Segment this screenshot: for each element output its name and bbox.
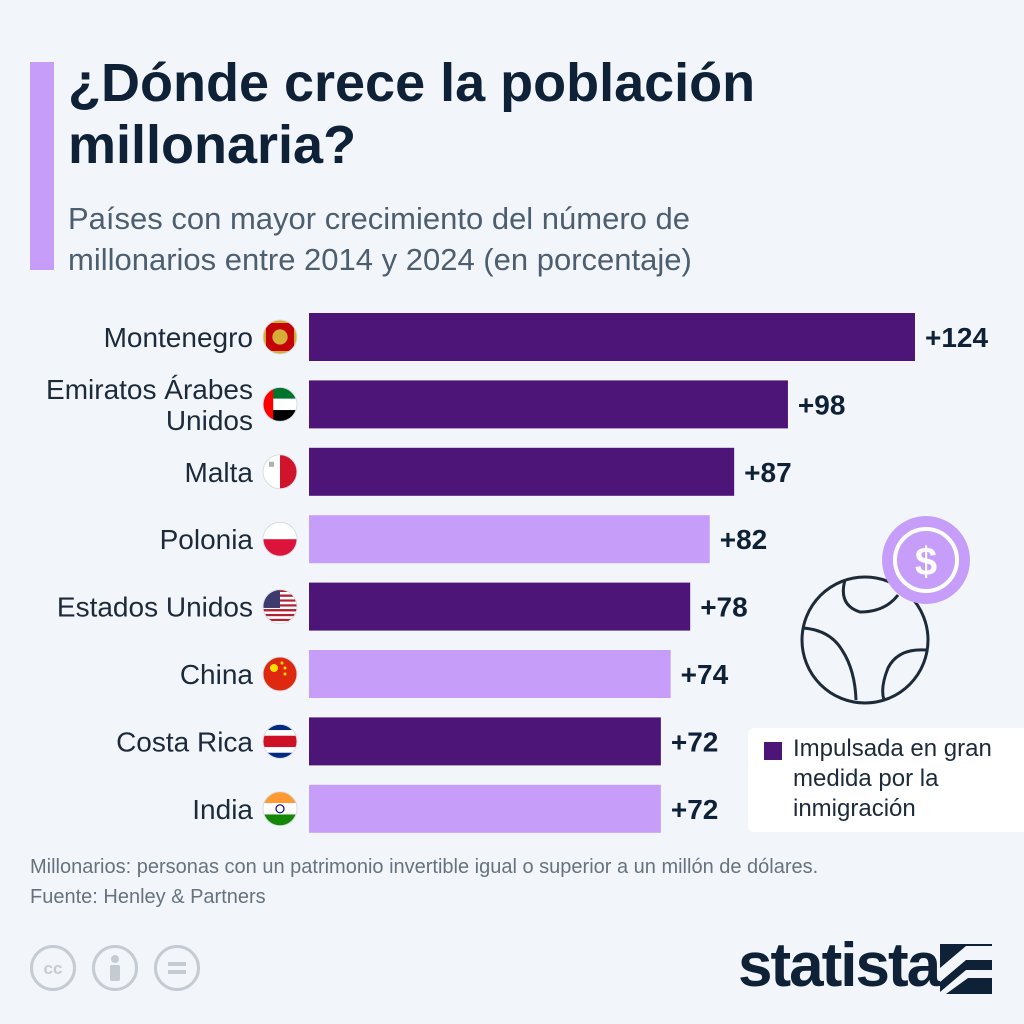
montenegro-flag-icon [262,319,298,355]
chart-legend: Impulsada en gran medida por la inmigrac… [748,728,1024,832]
category-label: India [192,794,253,825]
bar-chart: $ +124 Montenegro +98 Emiratos Árabes Unidos… [46,313,988,833]
svg-text:cc: cc [44,959,63,978]
category-label: Montenegro [104,322,253,353]
definition-note: Millonarios: personas con un patrimonio … [30,856,819,878]
legend-label: Impulsada en gran medida por la inmigrac… [793,735,992,822]
malta-flag-icon [262,454,298,490]
globe-icon [800,575,930,705]
value-label: +72 [671,794,719,825]
bar [309,650,671,698]
svg-text:$: $ [915,540,937,584]
usa-flag-icon [262,589,298,625]
value-label: +82 [720,524,768,555]
bar [309,784,661,833]
category-label: Emiratos Árabes Unidos [46,374,253,436]
category-label: Polonia [160,524,254,555]
category-label: China [180,659,254,690]
value-label: +124 [925,322,988,353]
bar [309,447,735,496]
footnote: Millonarios: personas con un patrimonio … [30,852,990,912]
value-label: +74 [681,659,729,690]
india-flag-icon [262,791,298,827]
bar [309,515,710,564]
bar [309,380,788,429]
uae-flag-icon [262,386,298,422]
person-icon[interactable] [92,945,138,991]
china-flag-icon [262,656,298,692]
cc-icon[interactable]: cc [30,945,76,991]
value-label: +78 [700,592,748,623]
bar [309,313,915,361]
legend-swatch [764,742,782,760]
category-label: Malta [185,457,254,488]
statista-logo[interactable]: statista [738,931,941,1000]
category-label: Estados Unidos [57,592,253,623]
statista-logo-mark [940,944,992,994]
dollar-coin-icon: $ [882,516,970,604]
title-accent-bar [30,62,54,270]
costa-rica-flag-icon [262,723,298,759]
page-subtitle: Países con mayor crecimiento del número … [68,201,692,277]
page-title: ¿Dónde crece la población millonaria? [68,53,756,175]
equals-icon[interactable] [154,945,200,991]
value-label: +72 [671,726,719,757]
poland-flag-icon [262,521,298,557]
bar [309,582,691,631]
value-label: +98 [798,389,846,420]
category-label: Costa Rica [116,726,253,757]
source-note: Fuente: Henley & Partners [30,886,266,908]
value-label: +87 [744,457,792,488]
bar [309,717,661,766]
